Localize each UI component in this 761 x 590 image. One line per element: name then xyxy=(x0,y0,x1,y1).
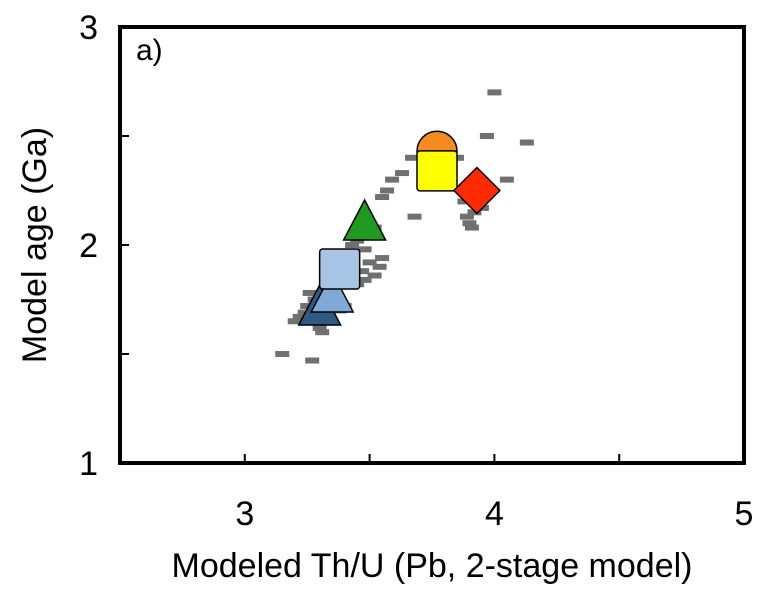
data-point-0-19 xyxy=(367,272,382,279)
data-point-0-39 xyxy=(479,133,494,139)
panel-label: a) xyxy=(136,34,163,67)
data-point-0-40 xyxy=(487,89,502,96)
data-point-0-26 xyxy=(385,176,400,183)
data-point-0-42 xyxy=(519,139,534,146)
data-point-0-27 xyxy=(395,170,410,177)
data-point-0-7 xyxy=(312,324,327,331)
x-tick-label-0: 3 xyxy=(235,495,254,533)
x-tick-label-1: 4 xyxy=(485,495,504,533)
data-point-0-37 xyxy=(467,209,482,216)
data-point-0-17 xyxy=(357,276,372,283)
y-tick-label-0: 1 xyxy=(79,445,98,483)
data-point-0-28 xyxy=(405,154,420,161)
y-tick-label-2: 3 xyxy=(79,9,98,47)
data-point-0-8 xyxy=(315,329,330,336)
data-point-0-3 xyxy=(287,318,302,325)
data-point-2-0 xyxy=(309,270,355,313)
y-tick-label-1: 2 xyxy=(79,227,98,265)
data-point-0-0 xyxy=(275,351,290,357)
data-point-0-29 xyxy=(407,213,422,220)
data-point-0-16 xyxy=(355,268,370,275)
ticks-layer: 3 4 5 1 2 3 xyxy=(79,9,753,533)
data-point-7-0 xyxy=(452,166,501,215)
marks-layer xyxy=(275,89,534,364)
data-point-0-1 xyxy=(305,357,320,364)
data-point-3-0 xyxy=(318,248,361,290)
data-point-0-35 xyxy=(462,220,477,227)
data-point-0-20 xyxy=(372,263,387,270)
data-point-0-2 xyxy=(292,313,307,320)
data-point-0-36 xyxy=(464,224,479,231)
data-point-0-34 xyxy=(459,213,474,220)
data-point-0-25 xyxy=(380,187,395,194)
x-tick-label-2: 5 xyxy=(735,495,754,533)
data-point-0-5 xyxy=(302,289,317,296)
x-axis-label: Modeled Th/U (Pb, 2-stage model) xyxy=(172,547,693,585)
data-point-0-24 xyxy=(375,194,390,201)
data-point-0-18 xyxy=(362,259,377,266)
data-point-4-0 xyxy=(342,198,387,241)
data-point-0-44 xyxy=(357,246,372,253)
plot-frame xyxy=(118,25,746,465)
data-point-0-41 xyxy=(499,176,514,183)
y-axis-label: Model age (Ga) xyxy=(16,127,54,363)
data-point-0-4 xyxy=(300,303,315,310)
data-point-6-0 xyxy=(416,150,458,192)
data-point-0-21 xyxy=(375,255,390,262)
data-point-0-14 xyxy=(345,242,360,248)
